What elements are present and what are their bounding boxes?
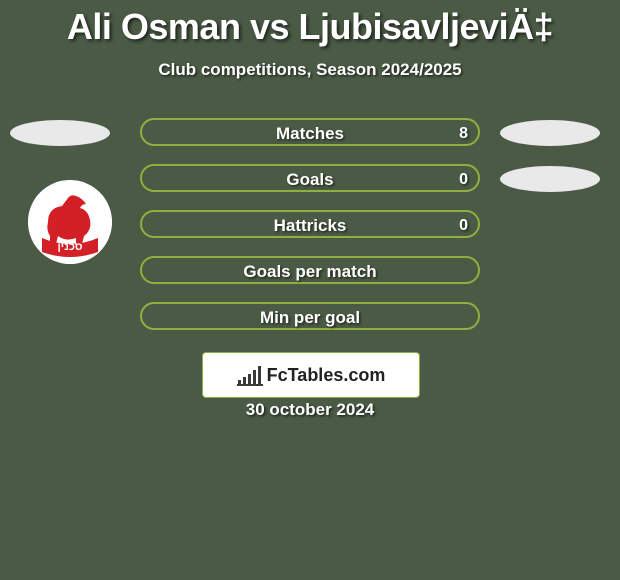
stat-row-goals-per-match: Goals per match bbox=[0, 256, 620, 286]
placeholder-oval-right bbox=[500, 120, 600, 146]
stat-row-min-per-goal: Min per goal bbox=[0, 302, 620, 332]
chart-bars-icon bbox=[237, 364, 263, 386]
placeholder-oval-right bbox=[500, 166, 600, 192]
stat-pill: Goals 0 bbox=[140, 164, 480, 192]
brand-box: FcTables.com bbox=[202, 352, 420, 398]
stat-value: 8 bbox=[459, 120, 468, 147]
placeholder-oval-left bbox=[10, 120, 110, 146]
stat-label: Goals per match bbox=[142, 258, 478, 285]
stat-label: Matches bbox=[142, 120, 478, 147]
stat-pill: Min per goal bbox=[140, 302, 480, 330]
club-crest-icon: סכנין bbox=[28, 180, 112, 264]
stat-row-matches: Matches 8 bbox=[0, 118, 620, 148]
stat-pill: Matches 8 bbox=[140, 118, 480, 146]
page-title: Ali Osman vs LjubisavljeviÄ‡ bbox=[0, 0, 620, 48]
stat-pill: Goals per match bbox=[140, 256, 480, 284]
subtitle: Club competitions, Season 2024/2025 bbox=[0, 60, 620, 80]
stat-value: 0 bbox=[459, 212, 468, 239]
stat-value: 0 bbox=[459, 166, 468, 193]
stat-label: Hattricks bbox=[142, 212, 478, 239]
stat-pill: Hattricks 0 bbox=[140, 210, 480, 238]
stat-label: Goals bbox=[142, 166, 478, 193]
svg-text:סכנין: סכנין bbox=[57, 241, 82, 253]
date-label: 30 october 2024 bbox=[0, 400, 620, 420]
stat-label: Min per goal bbox=[142, 304, 478, 331]
brand-text: FcTables.com bbox=[267, 365, 386, 386]
